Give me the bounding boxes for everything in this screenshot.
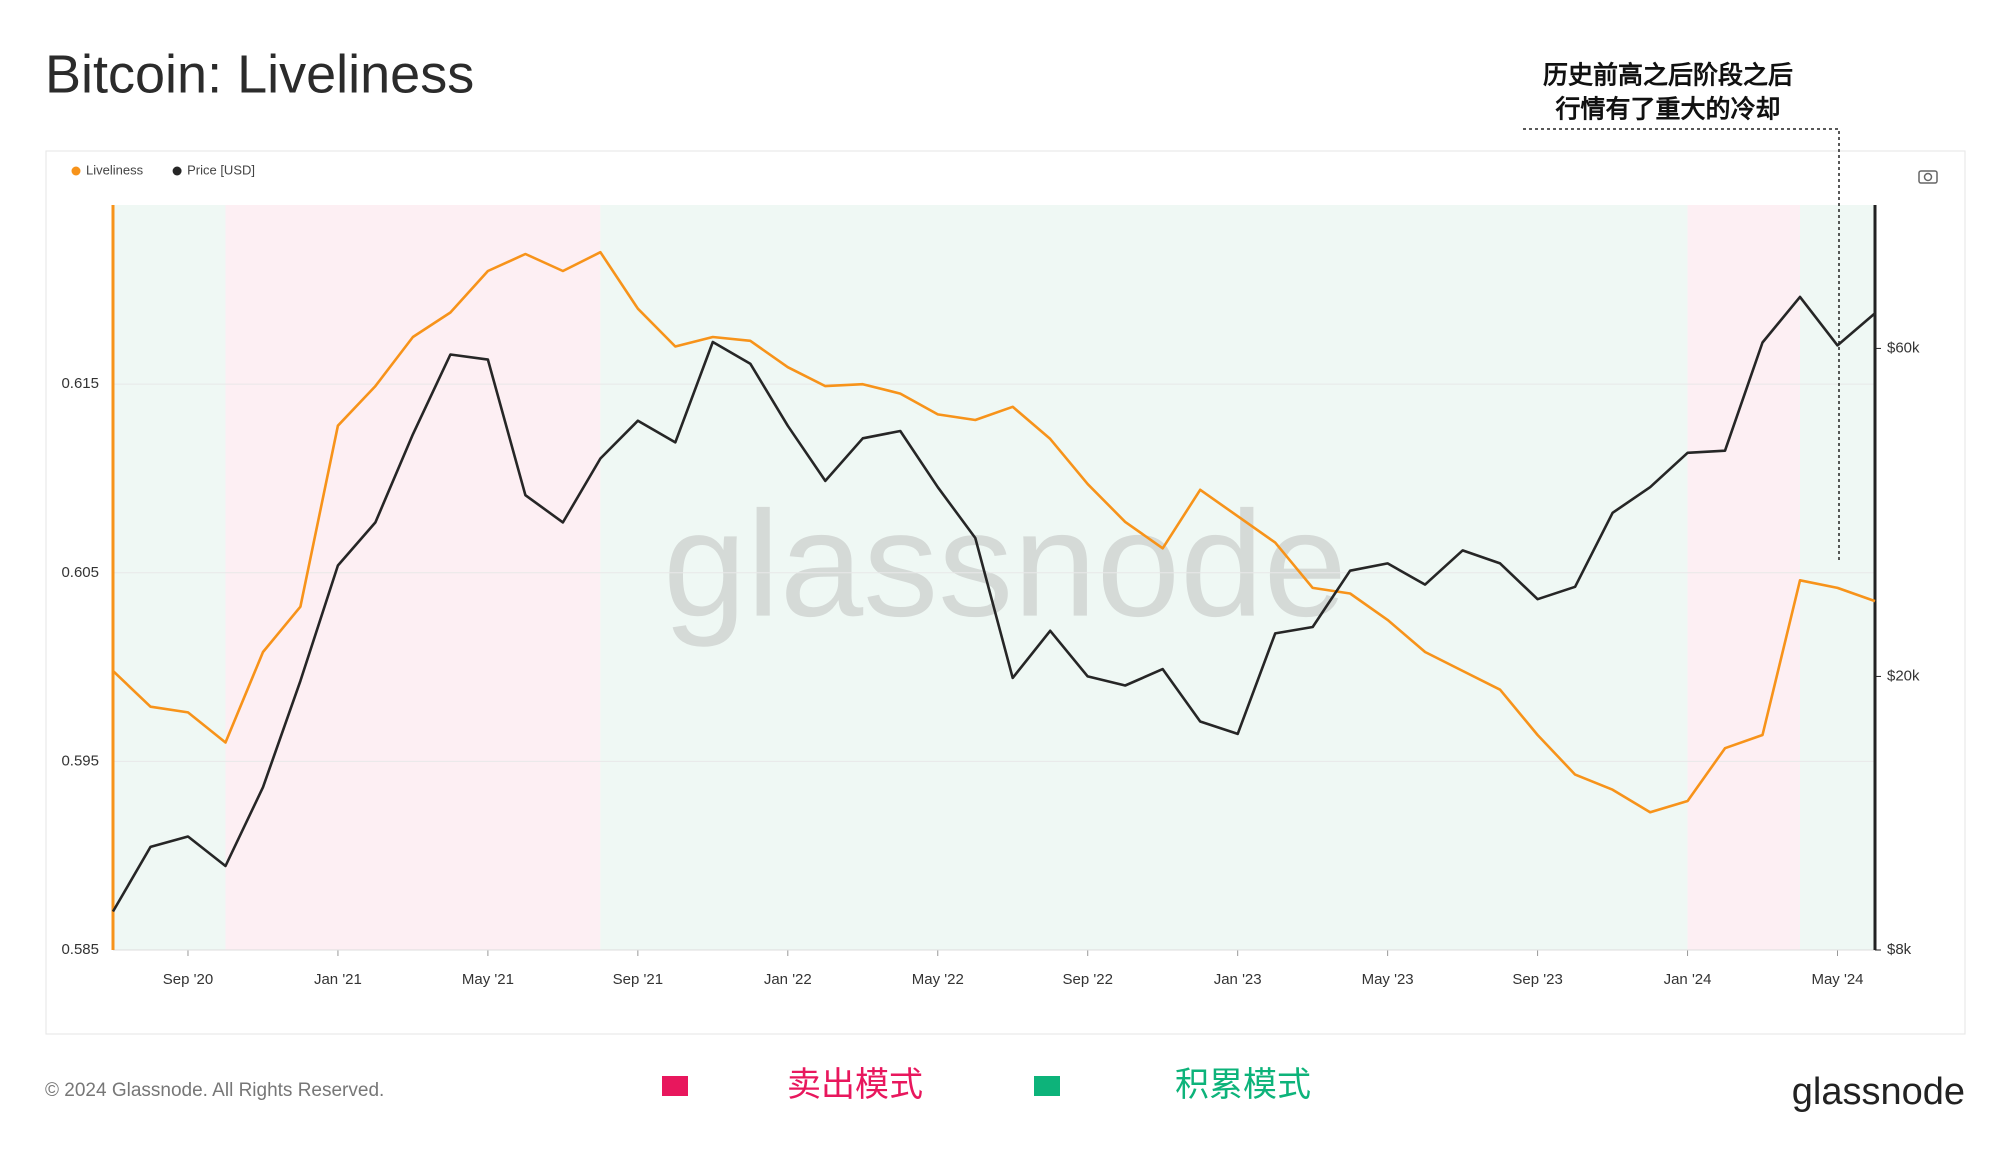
x-tick-label: May '24 xyxy=(1811,971,1863,988)
plot: glassnode xyxy=(113,205,1875,951)
mode-band xyxy=(113,205,226,950)
legend-label: Price [USD] xyxy=(187,162,255,177)
series-line xyxy=(111,295,1876,913)
annotation: 历史前高之后阶段之后 xyxy=(1543,61,1793,90)
y-tick-label: 0.605 xyxy=(61,564,99,581)
x-tick-label: Jan '21 xyxy=(314,971,362,988)
mode-band xyxy=(225,205,601,950)
legend-swatch xyxy=(172,166,182,176)
x-tick-label: Jan '23 xyxy=(1214,971,1262,988)
x-tick-label: Sep '23 xyxy=(1512,971,1562,988)
annotation: 行情有了重大的冷却 xyxy=(1554,95,1780,124)
x-tick-label: May '23 xyxy=(1362,971,1414,988)
camera-icon[interactable] xyxy=(1918,170,1938,184)
mode-band xyxy=(1687,205,1801,950)
x-tick-label: Jan '24 xyxy=(1664,971,1712,988)
band-legend-label: 卖出模式 xyxy=(787,1066,923,1104)
x-tick-label: May '22 xyxy=(912,971,964,988)
y2-tick-label: $60k xyxy=(1887,339,1920,356)
band-legend-swatch xyxy=(662,1076,688,1096)
series-line xyxy=(112,250,1876,814)
x-tick-label: Jan '22 xyxy=(764,971,812,988)
y2-tick-label: $20k xyxy=(1887,667,1920,684)
y2-tick-label: $8k xyxy=(1887,941,1912,958)
legend-swatch xyxy=(71,166,81,176)
mode-band xyxy=(1800,205,1875,950)
y-tick-label: 0.615 xyxy=(61,375,99,392)
y-tick-label: 0.585 xyxy=(61,941,99,958)
mode-band xyxy=(600,205,1688,950)
chart-frame xyxy=(45,150,1966,1035)
legend-label: Liveliness xyxy=(86,162,144,177)
x-tick-label: Sep '20 xyxy=(163,971,213,988)
band-legend-swatch xyxy=(1034,1076,1060,1096)
y-tick-label: 0.595 xyxy=(61,752,99,769)
copyright: © 2024 Glassnode. All Rights Reserved. xyxy=(45,1080,384,1101)
chart-title: Bitcoin: Liveliness xyxy=(45,44,474,104)
logo: glassnode xyxy=(1792,1071,1965,1113)
x-tick-label: May '21 xyxy=(462,971,514,988)
x-tick-label: Sep '21 xyxy=(613,971,663,988)
band-legend-label: 积累模式 xyxy=(1175,1066,1311,1104)
watermark: glassnode xyxy=(663,480,1347,648)
x-tick-label: Sep '22 xyxy=(1063,971,1113,988)
